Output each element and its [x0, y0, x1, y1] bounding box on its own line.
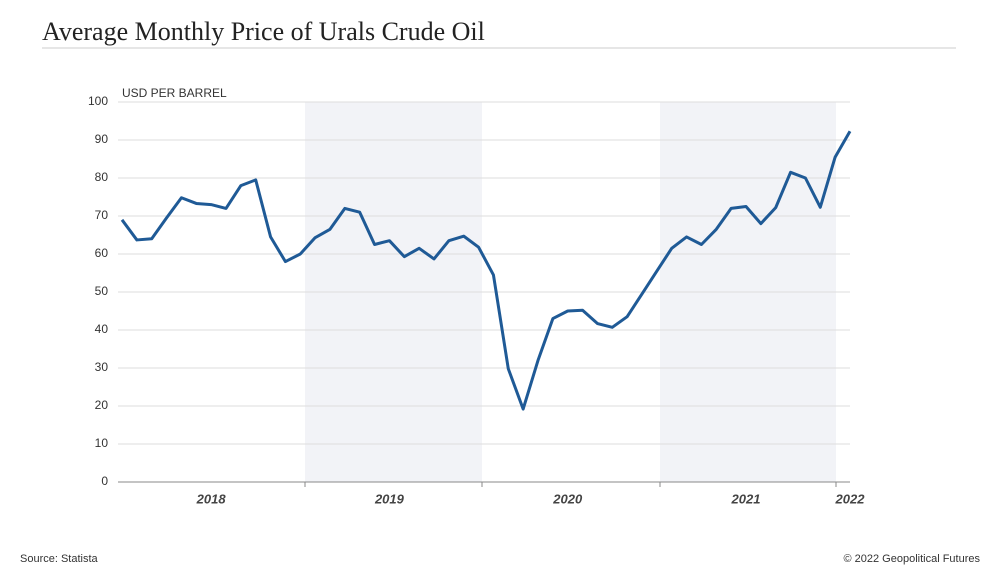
y-tick-label: 80 — [95, 170, 109, 184]
y-tick-label: 90 — [95, 132, 109, 146]
y-axis-label: USD PER BARREL — [122, 86, 227, 100]
credit: © 2022 Geopolitical Futures — [843, 553, 980, 565]
x-tick-label: 2018 — [196, 491, 227, 506]
line — [120, 130, 852, 411]
x-tick-label: 2019 — [374, 491, 405, 506]
source: Source: Statista — [20, 553, 99, 565]
y-tick-label: 20 — [95, 398, 109, 412]
y-tick-label: 100 — [88, 94, 108, 108]
chart-title: Average Monthly Price of Urals Crude Oil — [42, 17, 485, 46]
y-tick-label: 0 — [101, 474, 108, 488]
y-tick-label: 10 — [95, 436, 109, 450]
y-tick-label: 40 — [95, 322, 109, 336]
x-tick-label: 2021 — [731, 491, 761, 506]
y-tick-label: 50 — [95, 284, 109, 298]
y-tick-label: 30 — [95, 360, 109, 374]
y-tick-label: 70 — [95, 208, 109, 222]
x-tick-label: 2020 — [552, 491, 583, 506]
x-tick-label: 2022 — [835, 491, 866, 506]
y-tick-label: 60 — [95, 246, 109, 260]
